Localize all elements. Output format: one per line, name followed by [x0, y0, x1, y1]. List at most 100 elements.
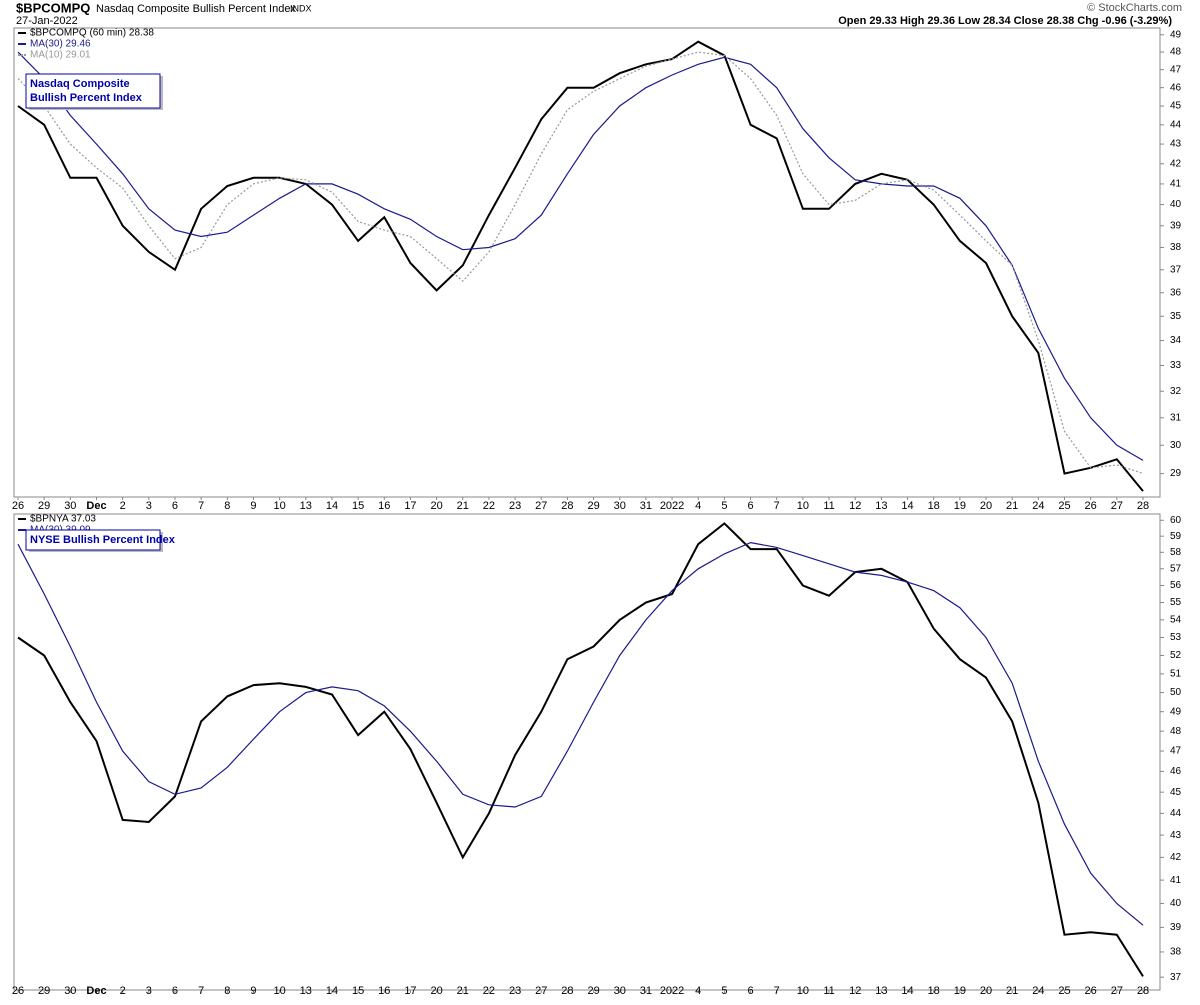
- x-tick-label: 21: [1006, 500, 1018, 512]
- x-tick-label: 31: [640, 500, 652, 512]
- y-tick-label: 38: [1170, 242, 1182, 253]
- x-tick-label: 9: [250, 985, 256, 997]
- x-tick-label: 26: [1085, 985, 1097, 997]
- x-tick-label: 5: [721, 985, 727, 997]
- x-tick-label: 16: [378, 500, 390, 512]
- x-tick-label: 6: [747, 985, 753, 997]
- x-tick-label: 6: [172, 500, 178, 512]
- x-tick-label: 13: [875, 985, 887, 997]
- plot-area: [13, 27, 1161, 498]
- exchange: INDX: [290, 3, 312, 13]
- y-tick-label: 57: [1170, 563, 1182, 574]
- x-tick-label: 20: [980, 500, 992, 512]
- series-line: [17, 40, 1144, 492]
- y-tick-label: 50: [1170, 687, 1182, 698]
- y-tick-label: 43: [1170, 830, 1182, 841]
- x-tick-label: 14: [326, 985, 338, 997]
- x-tick-label: 23: [509, 500, 521, 512]
- y-tick-label: 29: [1170, 468, 1182, 479]
- x-tick-label: 16: [378, 985, 390, 997]
- y-tick-label: 44: [1170, 808, 1182, 819]
- y-tick-label: 38: [1170, 947, 1182, 958]
- x-tick-label: 15: [352, 500, 364, 512]
- x-tick-label: 26: [12, 985, 24, 997]
- x-tick-label: 25: [1058, 500, 1070, 512]
- x-tick-label: 20: [980, 985, 992, 997]
- x-tick-label: 23: [509, 985, 521, 997]
- series-line: [17, 522, 1144, 977]
- x-tick-label: 22: [483, 985, 495, 997]
- y-tick-label: 39: [1170, 220, 1182, 231]
- y-tick-label: 41: [1170, 875, 1182, 886]
- y-tick-label: 42: [1170, 852, 1182, 863]
- series-line: [17, 541, 1144, 926]
- series-line: [17, 51, 1144, 461]
- y-tick-label: 46: [1170, 766, 1182, 777]
- x-tick-label: 2: [120, 985, 126, 997]
- y-tick-label: 42: [1170, 158, 1182, 169]
- x-tick-label: 5: [721, 500, 727, 512]
- x-tick-label: 21: [457, 985, 469, 997]
- x-tick-label: 28: [1137, 500, 1149, 512]
- x-tick-label: 29: [587, 500, 599, 512]
- x-tick-label: 8: [224, 985, 230, 997]
- x-tick-label: 24: [1032, 985, 1044, 997]
- x-tick-label: Dec: [86, 985, 106, 997]
- x-tick-label: 14: [901, 500, 913, 512]
- y-tick-label: 55: [1170, 597, 1182, 608]
- x-tick-label: 13: [300, 985, 312, 997]
- y-tick-label: 37: [1170, 972, 1182, 983]
- x-tick-label: 31: [640, 985, 652, 997]
- x-tick-label: 11: [823, 500, 834, 512]
- y-tick-label: 58: [1170, 547, 1182, 558]
- x-tick-label: 21: [1006, 985, 1018, 997]
- annotation-box: [25, 529, 161, 551]
- x-tick-label: 14: [901, 985, 913, 997]
- y-tick-label: 43: [1170, 139, 1182, 150]
- x-tick-label: 10: [274, 500, 286, 512]
- x-tick-label: 25: [1058, 985, 1070, 997]
- x-tick-label: 2022: [660, 500, 684, 512]
- x-tick-label: 4: [695, 985, 701, 997]
- y-tick-label: 30: [1170, 440, 1182, 451]
- x-tick-label: 9: [250, 500, 256, 512]
- y-tick-label: 45: [1170, 787, 1182, 798]
- x-tick-label: 7: [198, 500, 204, 512]
- y-tick-label: 49: [1170, 29, 1182, 40]
- y-tick-label: 41: [1170, 179, 1182, 190]
- y-tick-label: 35: [1170, 311, 1182, 322]
- x-tick-label: 6: [747, 500, 753, 512]
- annotation: NYSE Bullish Percent Index: [30, 534, 176, 546]
- x-tick-label: 29: [587, 985, 599, 997]
- x-tick-label: 29: [38, 985, 50, 997]
- legend-label: MA(10) 29.01: [30, 50, 91, 61]
- x-tick-label: 27: [1111, 500, 1123, 512]
- x-tick-label: 19: [954, 985, 966, 997]
- x-tick-label: 21: [457, 500, 469, 512]
- x-tick-label: 7: [198, 985, 204, 997]
- x-tick-label: 28: [561, 500, 573, 512]
- y-tick-label: 37: [1170, 264, 1182, 275]
- x-tick-label: 4: [695, 500, 701, 512]
- y-tick-label: 33: [1170, 360, 1182, 371]
- x-tick-label: 26: [1085, 500, 1097, 512]
- y-tick-label: 46: [1170, 82, 1182, 93]
- y-tick-label: 39: [1170, 922, 1182, 933]
- y-tick-label: 40: [1170, 898, 1182, 909]
- x-tick-label: 30: [64, 985, 76, 997]
- credit: © StockCharts.com: [1087, 2, 1182, 14]
- x-tick-label: 26: [12, 500, 24, 512]
- x-tick-label: 24: [1032, 500, 1044, 512]
- x-tick-label: 6: [172, 985, 178, 997]
- y-tick-label: 59: [1170, 531, 1182, 542]
- x-tick-label: 30: [64, 500, 76, 512]
- x-tick-label: 3: [146, 500, 152, 512]
- quote: Open 29.33 High 29.36 Low 28.34 Close 28…: [838, 15, 1172, 27]
- date: 27-Jan-2022: [16, 15, 78, 27]
- index-name: Nasdaq Composite Bullish Percent Index: [96, 3, 296, 15]
- y-tick-label: 34: [1170, 335, 1182, 346]
- x-tick-label: 30: [614, 500, 626, 512]
- annotation-box: [25, 73, 161, 109]
- x-tick-label: 13: [875, 500, 887, 512]
